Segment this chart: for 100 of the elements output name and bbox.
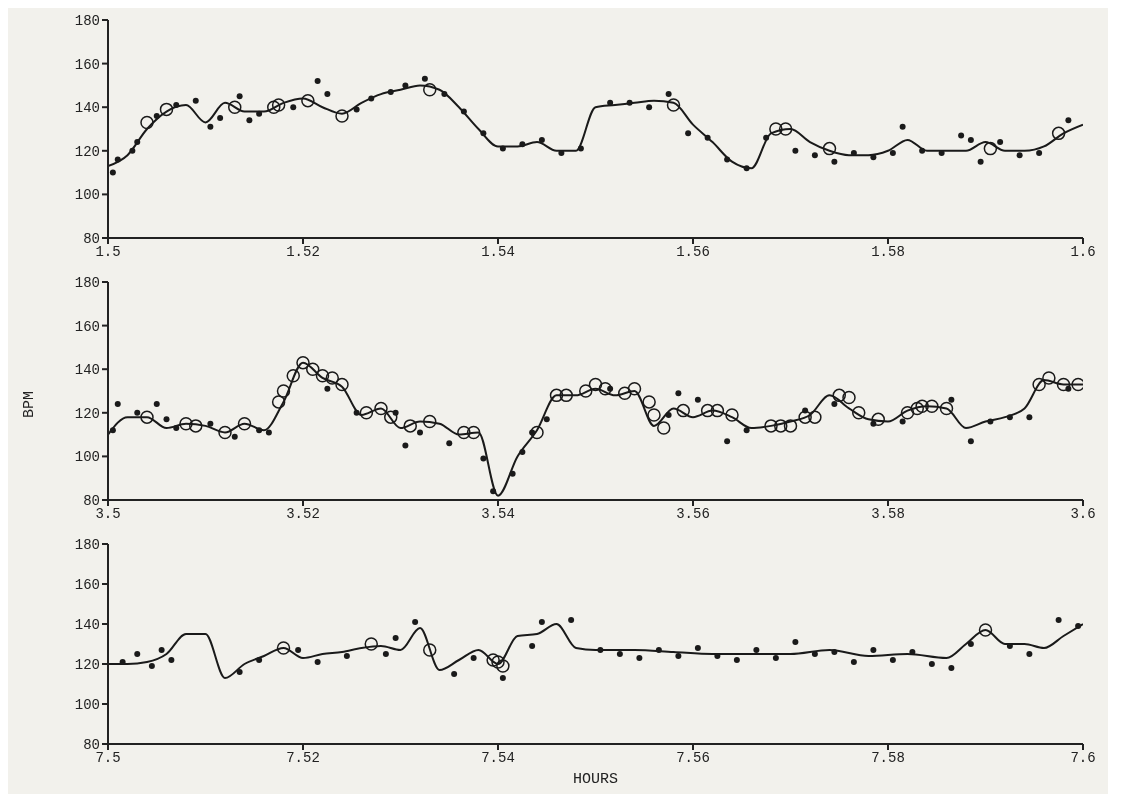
point bbox=[417, 429, 423, 436]
point bbox=[490, 488, 497, 495]
point bbox=[109, 427, 116, 434]
point bbox=[910, 401, 924, 416]
point bbox=[237, 416, 252, 431]
point bbox=[276, 384, 291, 398]
point bbox=[568, 617, 575, 623]
point bbox=[140, 410, 154, 424]
point bbox=[831, 401, 838, 408]
point bbox=[977, 158, 984, 165]
point bbox=[772, 655, 779, 661]
point bbox=[384, 410, 398, 424]
point bbox=[446, 440, 453, 447]
point bbox=[353, 409, 360, 416]
y-tick-label: 100 bbox=[74, 449, 100, 466]
point bbox=[423, 414, 437, 429]
point bbox=[217, 115, 224, 122]
x-tick-label: 7.58 bbox=[871, 749, 905, 766]
point bbox=[665, 91, 672, 98]
point bbox=[811, 651, 818, 657]
point bbox=[451, 671, 458, 677]
point bbox=[549, 388, 564, 403]
point bbox=[134, 409, 141, 416]
point bbox=[900, 406, 915, 420]
point bbox=[1026, 651, 1033, 657]
point bbox=[724, 438, 731, 445]
point bbox=[983, 141, 998, 156]
point bbox=[577, 145, 584, 152]
point bbox=[725, 408, 739, 422]
point bbox=[158, 647, 165, 653]
x-tick-label: 3.58 bbox=[871, 505, 905, 522]
point bbox=[271, 395, 286, 409]
point bbox=[774, 419, 788, 433]
point bbox=[466, 425, 481, 440]
point bbox=[470, 655, 477, 661]
point bbox=[374, 401, 388, 416]
point bbox=[228, 100, 242, 114]
point bbox=[710, 403, 725, 418]
y-tick-label: 120 bbox=[74, 656, 100, 673]
point bbox=[783, 419, 798, 433]
point bbox=[134, 651, 141, 657]
point bbox=[607, 99, 614, 106]
point bbox=[423, 83, 437, 97]
point bbox=[1026, 414, 1033, 421]
point bbox=[627, 382, 642, 396]
point bbox=[948, 665, 955, 671]
point bbox=[296, 355, 310, 370]
point bbox=[231, 433, 238, 440]
point bbox=[486, 653, 500, 667]
point bbox=[153, 401, 160, 408]
point bbox=[889, 657, 896, 663]
point bbox=[301, 93, 315, 108]
point bbox=[616, 651, 623, 657]
point bbox=[967, 438, 974, 445]
point bbox=[792, 147, 799, 154]
point bbox=[665, 411, 672, 418]
point bbox=[295, 647, 302, 653]
x-tick-label: 3.56 bbox=[676, 505, 710, 522]
y-tick-label: 160 bbox=[74, 576, 100, 593]
x-tick-label: 7.56 bbox=[676, 749, 710, 766]
point bbox=[421, 75, 428, 82]
point bbox=[675, 653, 682, 659]
point bbox=[134, 139, 141, 146]
point bbox=[480, 130, 487, 137]
point bbox=[850, 149, 857, 156]
x-tick-label: 7.6 bbox=[1070, 749, 1096, 766]
point bbox=[764, 419, 778, 433]
point bbox=[173, 425, 180, 432]
point bbox=[153, 112, 160, 119]
point bbox=[163, 416, 170, 423]
y-tick-label: 140 bbox=[74, 100, 100, 117]
point bbox=[499, 675, 506, 681]
point bbox=[915, 399, 929, 414]
point bbox=[997, 139, 1004, 146]
point bbox=[939, 401, 954, 416]
point bbox=[114, 156, 121, 163]
point bbox=[909, 649, 916, 655]
point bbox=[314, 78, 321, 85]
point bbox=[265, 429, 272, 436]
point bbox=[948, 396, 955, 403]
point bbox=[306, 362, 320, 376]
point bbox=[315, 368, 330, 383]
x-tick-label: 7.54 bbox=[481, 749, 515, 766]
point bbox=[811, 152, 818, 159]
point bbox=[530, 425, 544, 440]
y-tick-label: 180 bbox=[74, 12, 100, 29]
point bbox=[743, 165, 750, 172]
point bbox=[538, 136, 545, 143]
point bbox=[423, 643, 437, 657]
point bbox=[148, 663, 155, 669]
point bbox=[168, 657, 175, 663]
point bbox=[822, 141, 837, 156]
point bbox=[159, 102, 174, 117]
point bbox=[1032, 377, 1046, 392]
y-tick-label: 140 bbox=[74, 362, 100, 379]
y-tick-label: 140 bbox=[74, 616, 100, 633]
point bbox=[685, 130, 692, 137]
point bbox=[314, 659, 321, 665]
point bbox=[958, 132, 965, 139]
point bbox=[441, 91, 448, 98]
